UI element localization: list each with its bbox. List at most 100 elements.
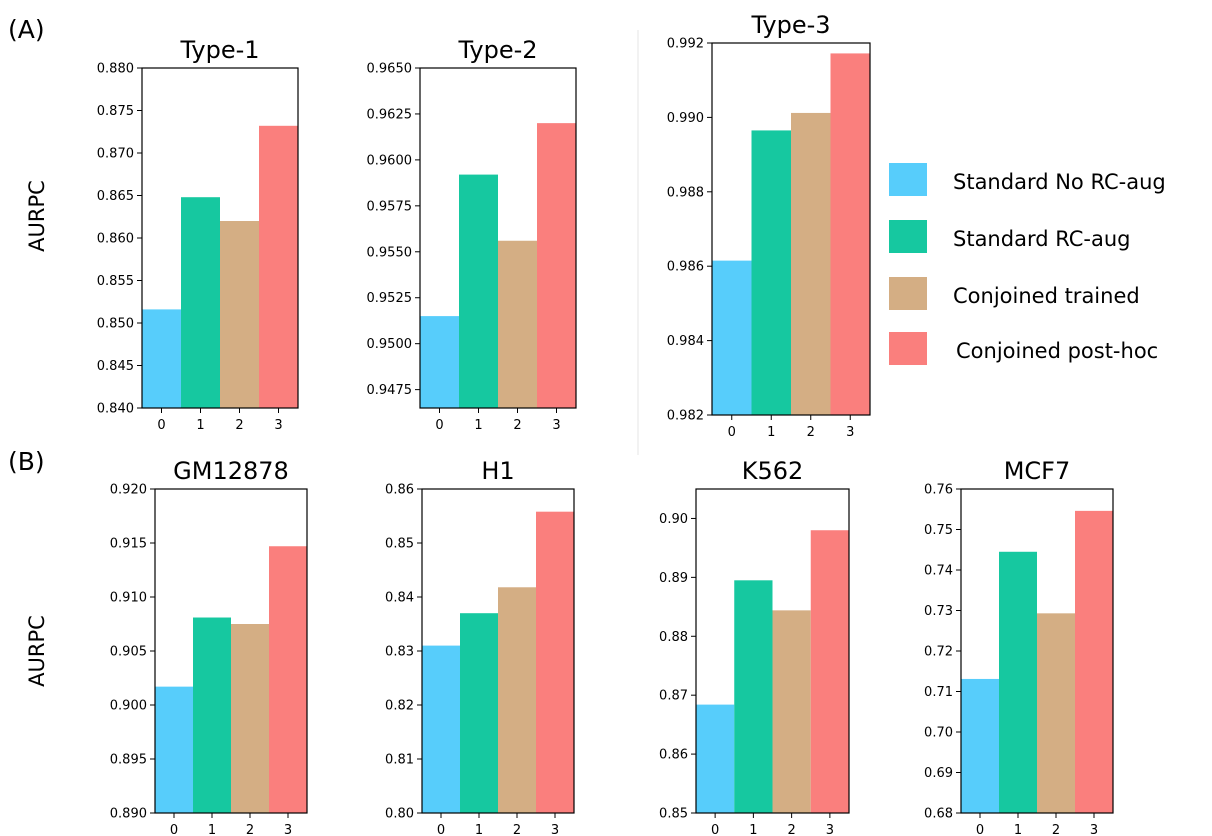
chart-title-type-2: Type-2	[457, 36, 537, 64]
ytick-label-type-3-0: 0.982	[667, 409, 704, 424]
xtick-label-type-1-1: 1	[196, 418, 204, 433]
bar-type-2-1	[459, 174, 498, 408]
xtick-label-gm12878-3: 3	[284, 823, 292, 836]
axes-frame-type-3	[711, 42, 871, 416]
bar-type-3-1	[751, 130, 791, 416]
bar-type-2-0	[420, 316, 459, 408]
legend-label-standard-no-rc-aug: Standard No RC-aug	[953, 170, 1166, 194]
ytick-label-type-2-6: 0.9625	[367, 107, 413, 122]
xtick-label-type-2-3: 3	[552, 418, 560, 433]
xtick-label-gm12878-1: 1	[208, 823, 216, 836]
ytick-label-gm12878-1: 0.895	[110, 753, 147, 768]
panel-label-a: (A)	[8, 15, 45, 44]
bar-gm12878-0	[155, 686, 193, 813]
xtick-label-h1-1: 1	[475, 823, 483, 836]
ytick-label-type-1-4: 0.860	[97, 232, 134, 247]
ytick-label-type-1-8: 0.880	[97, 62, 134, 77]
ytick-label-k562-2: 0.87	[659, 689, 688, 704]
legend-swatch-standard-no-rc-aug	[889, 163, 927, 196]
ytick-label-type-3-3: 0.988	[667, 185, 704, 200]
ytick-label-h1-0: 0.80	[385, 807, 414, 822]
ytick-label-type-3-5: 0.992	[667, 37, 704, 52]
xtick-label-type-1-0: 0	[157, 418, 165, 433]
xtick-label-k562-3: 3	[826, 823, 834, 836]
ytick-label-gm12878-3: 0.905	[110, 645, 147, 660]
legend: Standard No RC-aug Standard RC-aug Conjo…	[889, 163, 1166, 365]
bar-k562-0	[696, 704, 735, 813]
ytick-label-h1-3: 0.83	[385, 645, 414, 660]
legend-label-standard-rc-aug: Standard RC-aug	[953, 227, 1131, 251]
bar-k562-2	[772, 610, 811, 813]
bar-type-3-3	[830, 53, 870, 415]
chart-gm12878: 0.890 0.895 0.900 0.905 0.910 0.915 0.920 0 1 2 3 G…	[25, 457, 308, 836]
bar-gm12878-2	[231, 624, 269, 813]
chart-title-type-3: Type-3	[750, 11, 830, 39]
ytick-label-h1-4: 0.84	[385, 591, 414, 606]
bar-type-1-0	[142, 309, 181, 408]
ytick-label-h1-5: 0.85	[385, 537, 414, 552]
ytick-label-k562-1: 0.86	[659, 748, 688, 763]
ytick-label-type-1-6: 0.870	[97, 147, 134, 162]
ytick-label-gm12878-6: 0.920	[110, 483, 147, 498]
legend-swatch-standard-rc-aug	[889, 220, 927, 253]
ytick-label-mcf7-2: 0.70	[924, 726, 953, 741]
ytick-label-type-2-5: 0.9600	[367, 153, 413, 168]
ytick-label-k562-3: 0.88	[659, 630, 688, 645]
ytick-label-h1-1: 0.81	[385, 753, 414, 768]
axes-frame-type-2	[419, 67, 577, 409]
ytick-label-k562-0: 0.85	[659, 807, 688, 822]
ytick-label-type-2-2: 0.9525	[367, 291, 413, 306]
bar-type-3-2	[791, 112, 831, 415]
ytick-label-type-1-3: 0.855	[97, 274, 134, 289]
ytick-label-mcf7-1: 0.69	[924, 766, 953, 781]
xtick-label-type-3-1: 1	[767, 425, 775, 440]
ytick-label-mcf7-4: 0.72	[924, 645, 953, 660]
charts-layer: 0.8400.8450.8500.8550.8600.8650.8700.875…	[25, 11, 1114, 836]
ytick-label-type-3-1: 0.984	[667, 334, 704, 349]
ytick-label-type-3-4: 0.990	[667, 111, 704, 126]
bar-type-3-0	[712, 260, 752, 415]
bar-mcf7-3	[1075, 510, 1113, 813]
legend-swatch-conjoined-trained	[889, 277, 927, 310]
chart-title-h1: H1	[481, 457, 514, 485]
xtick-label-k562-2: 2	[787, 823, 795, 836]
xtick-label-k562-0: 0	[711, 823, 719, 836]
ytick-label-k562-4: 0.89	[659, 571, 688, 586]
ytick-label-gm12878-2: 0.900	[110, 699, 147, 714]
xtick-label-mcf7-3: 3	[1090, 823, 1098, 836]
ytick-label-mcf7-3: 0.71	[924, 685, 953, 700]
xtick-label-type-1-3: 3	[274, 418, 282, 433]
bar-h1-3	[536, 511, 574, 813]
bar-h1-1	[460, 613, 498, 813]
bar-type-1-2	[220, 221, 259, 408]
ytick-label-type-2-4: 0.9575	[367, 199, 413, 214]
xtick-label-h1-2: 2	[513, 823, 521, 836]
bar-mcf7-0	[961, 678, 999, 813]
ytick-label-type-1-2: 0.850	[97, 317, 134, 332]
ytick-label-h1-2: 0.82	[385, 699, 414, 714]
xtick-label-h1-3: 3	[551, 823, 559, 836]
bar-type-2-3	[537, 123, 576, 408]
panel-label-b: (B)	[8, 447, 45, 476]
ytick-label-mcf7-5: 0.73	[924, 604, 953, 619]
chart-title-mcf7: MCF7	[1004, 457, 1071, 485]
ytick-label-type-1-5: 0.865	[97, 189, 134, 204]
ytick-label-gm12878-0: 0.890	[110, 807, 147, 822]
bar-k562-1	[734, 580, 773, 813]
ytick-label-type-2-3: 0.9550	[367, 245, 413, 260]
xtick-label-mcf7-2: 2	[1052, 823, 1060, 836]
ytick-label-mcf7-7: 0.75	[924, 523, 953, 538]
ylabel-type-1: AURPC	[25, 180, 49, 252]
ytick-label-mcf7-0: 0.68	[924, 807, 953, 822]
bar-mcf7-2	[1037, 613, 1075, 813]
ytick-label-k562-5: 0.90	[659, 512, 688, 527]
ytick-label-type-2-0: 0.9475	[367, 383, 413, 398]
ytick-label-type-3-2: 0.986	[667, 260, 704, 275]
xtick-label-type-3-0: 0	[728, 425, 736, 440]
ytick-label-gm12878-4: 0.910	[110, 591, 147, 606]
bar-gm12878-1	[193, 617, 231, 813]
chart-title-k562: K562	[742, 457, 804, 485]
xtick-label-type-2-1: 1	[474, 418, 482, 433]
ytick-label-mcf7-8: 0.76	[924, 483, 953, 498]
chart-k562: 0.85 0.86 0.87 0.88 0.89 0.90 0 1 2 3 K562	[659, 457, 850, 836]
